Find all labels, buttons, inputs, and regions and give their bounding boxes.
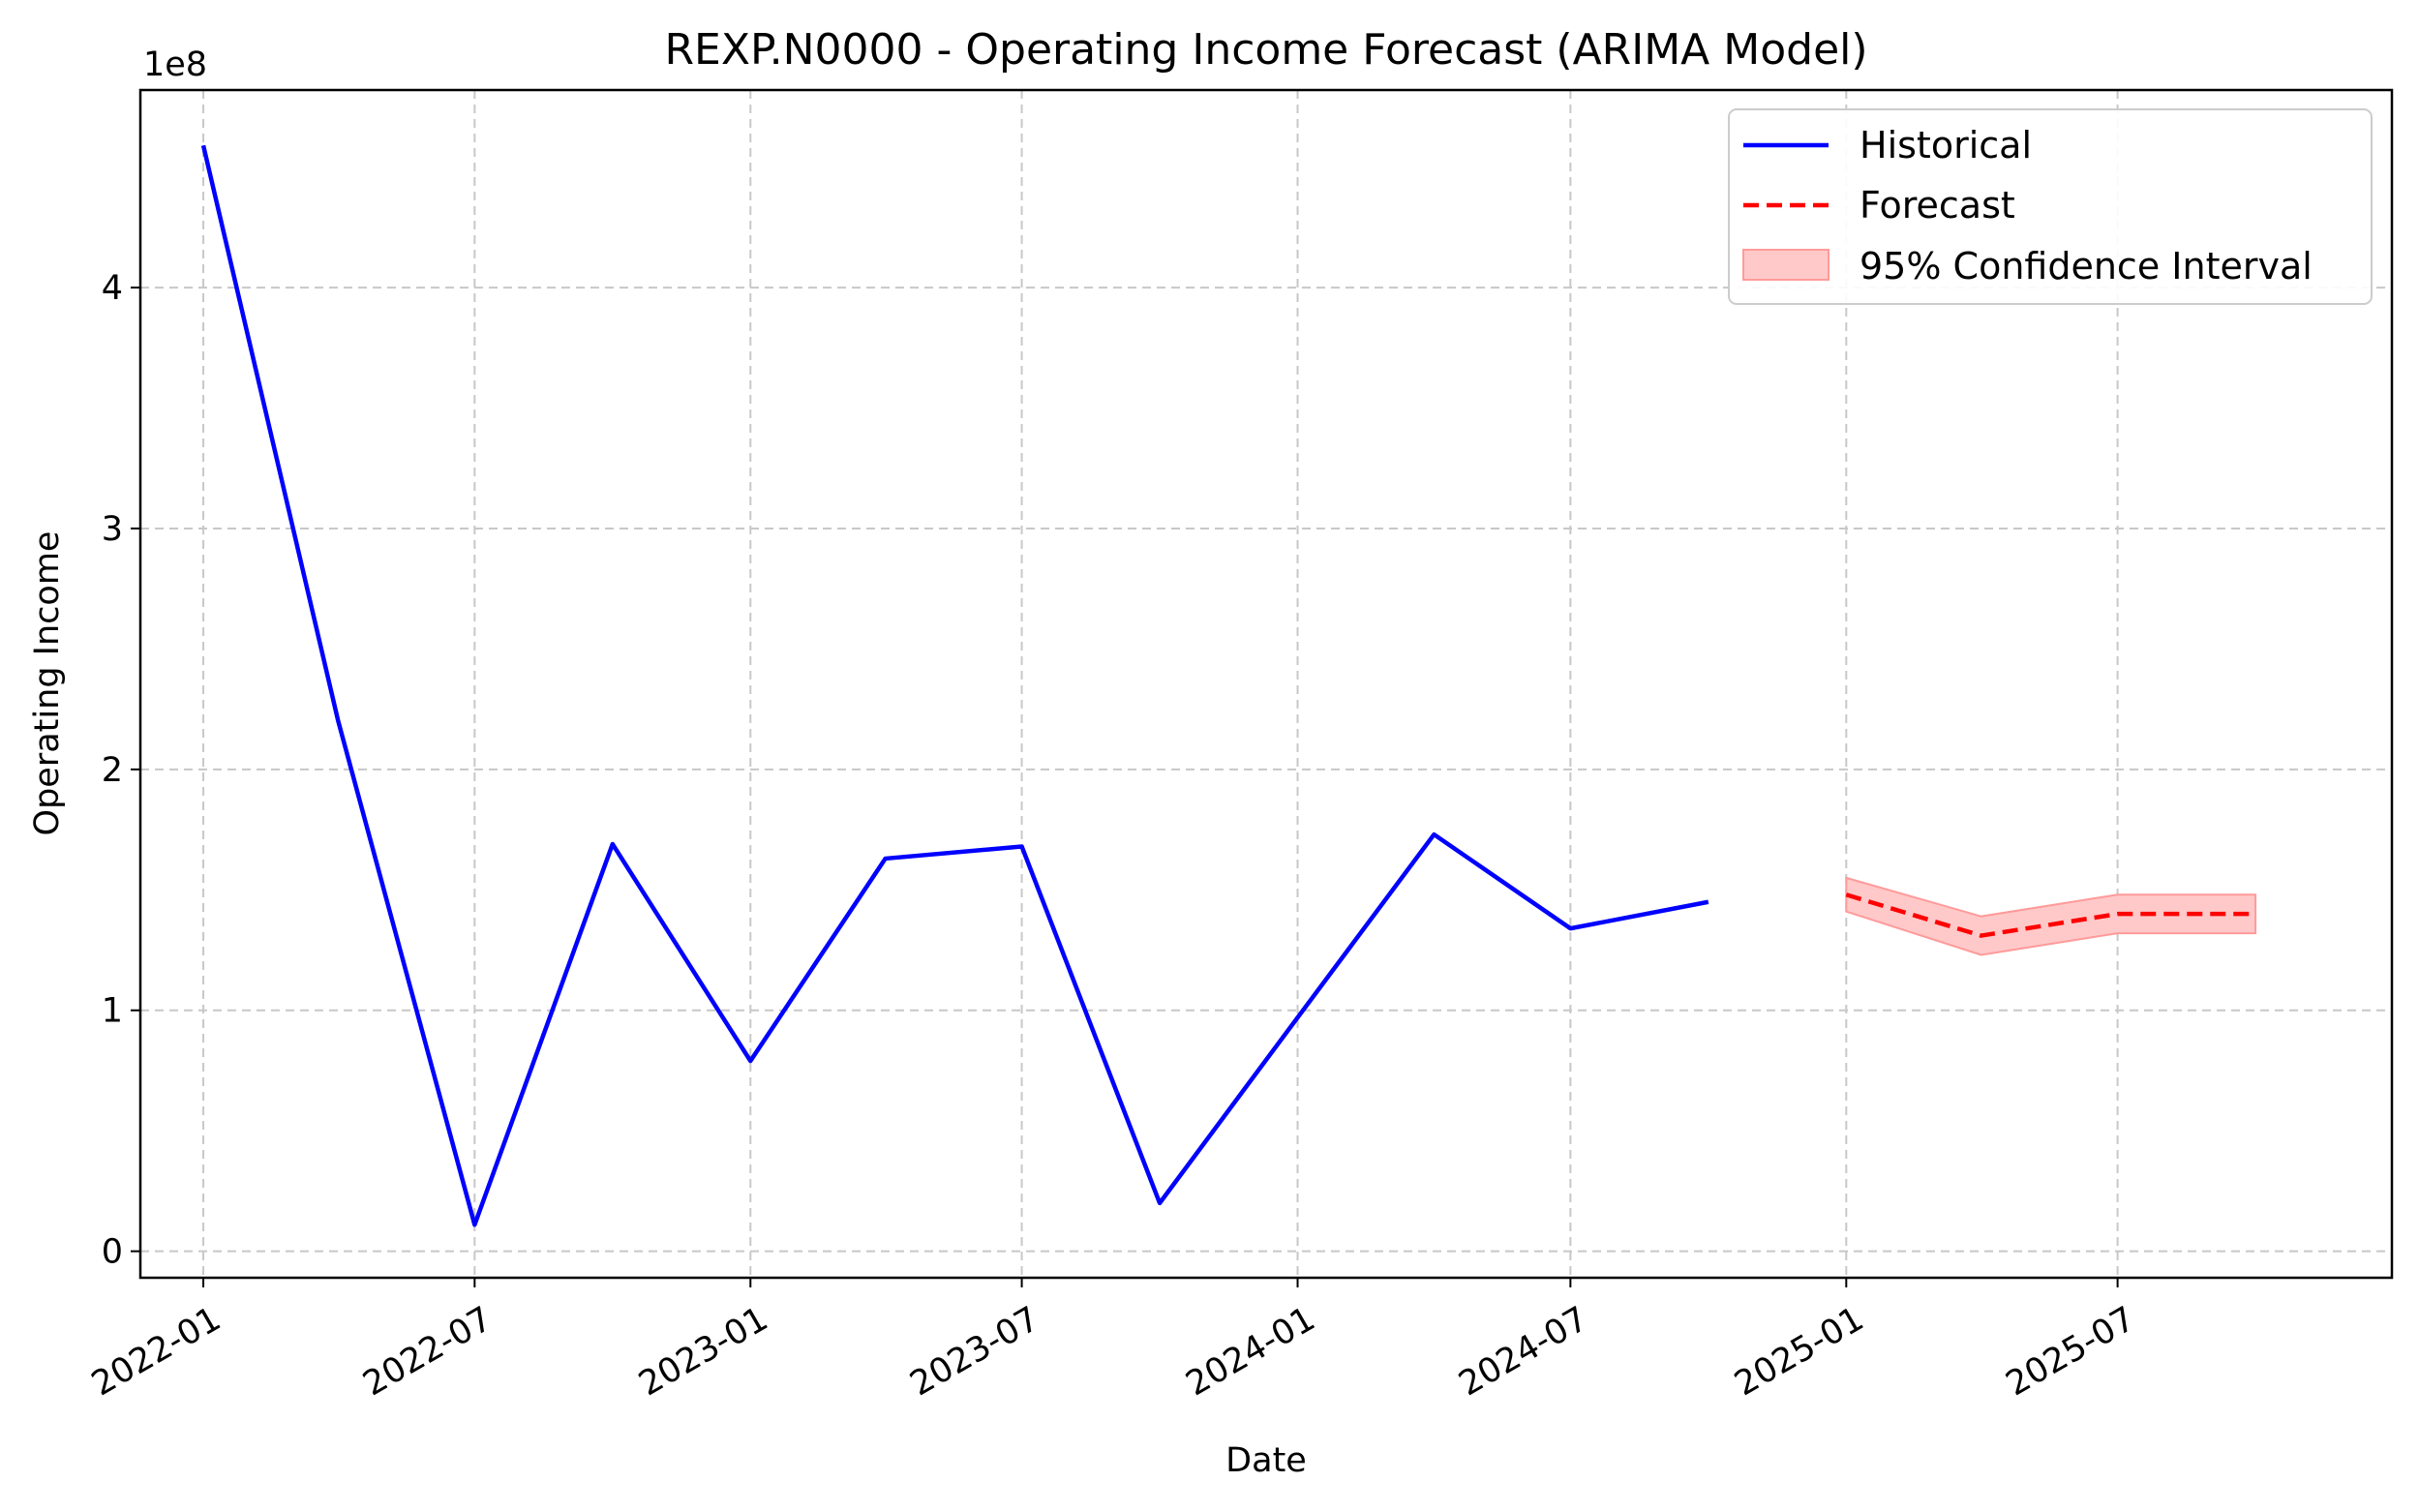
series-layer xyxy=(200,144,2256,1227)
confidence-interval-layer xyxy=(1845,876,2257,956)
y-offset-label: 1e8 xyxy=(143,45,207,84)
legend-ci-label: 95% Confidence Interval xyxy=(1860,245,2313,287)
legend: Historical Forecast 95% Confidence Inter… xyxy=(1728,108,2373,305)
plot-frame xyxy=(138,88,2394,1280)
legend-historical-label: Historical xyxy=(1860,124,2032,166)
y-tick-label: 4 xyxy=(102,269,123,308)
y-axis-title: Operating Income xyxy=(28,531,67,836)
y-tick-label: 0 xyxy=(102,1233,123,1272)
x-axis-title: Date xyxy=(1225,1441,1307,1480)
forecast-line xyxy=(1845,892,2256,938)
y-axis: 0 1 2 3 4 xyxy=(102,269,140,1272)
legend-ci-swatch xyxy=(1742,249,1829,281)
historical-line xyxy=(200,144,1709,1227)
y-tick-label: 1 xyxy=(102,992,123,1031)
chart-title: REXP.N0000 - Operating Income Forecast (… xyxy=(664,25,1867,75)
y-tick-label: 2 xyxy=(102,751,123,790)
legend-forecast-label: Forecast xyxy=(1860,184,2015,227)
y-tick-label: 3 xyxy=(102,510,123,549)
legend-box xyxy=(1728,108,2373,305)
confidence-interval-band xyxy=(1845,876,2257,956)
